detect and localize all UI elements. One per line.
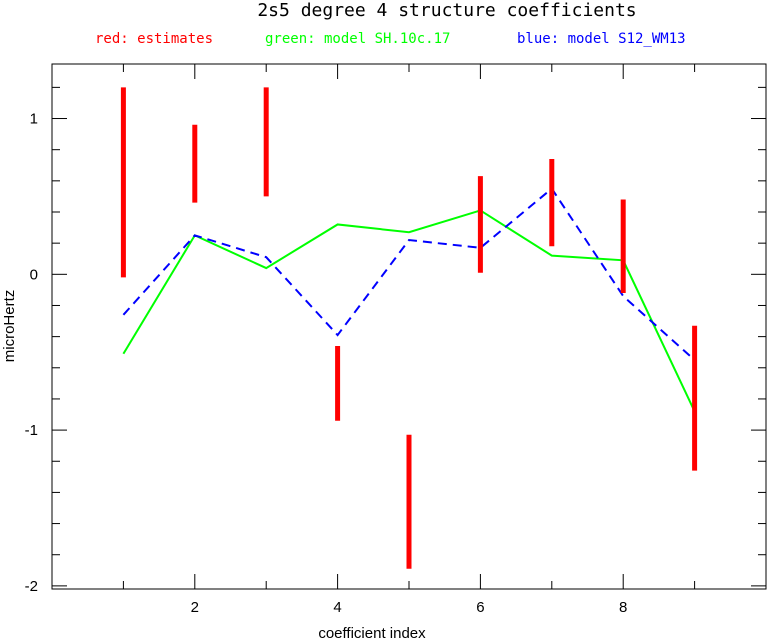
x-axis-label: coefficient index bbox=[318, 625, 426, 641]
x-tick-label: 4 bbox=[333, 599, 341, 616]
legend-green-model: green: model SH.10c.17 bbox=[265, 31, 450, 47]
axis-ticks bbox=[52, 64, 766, 589]
y-axis-label: microHertz bbox=[1, 290, 18, 363]
axis-tick-labels: 2 4 6 8 -2 -1 0 1 bbox=[25, 111, 628, 616]
data-marks bbox=[120, 87, 698, 569]
series-blue-model-line bbox=[122, 187, 696, 361]
chart-title: 2s5 degree 4 structure coefficients bbox=[257, 0, 636, 21]
y-tick-label: 1 bbox=[30, 111, 38, 128]
x-tick-label: 6 bbox=[476, 599, 484, 616]
legend-estimates: red: estimates bbox=[95, 31, 213, 47]
series-green-model-line bbox=[122, 209, 696, 412]
x-tick-label: 8 bbox=[619, 599, 627, 616]
y-tick-label: -2 bbox=[25, 578, 38, 595]
legend-blue-model: blue: model S12_WM13 bbox=[517, 31, 686, 47]
y-tick-label: -1 bbox=[25, 422, 38, 439]
x-tick-label: 2 bbox=[191, 599, 199, 616]
y-tick-label: 0 bbox=[30, 266, 38, 283]
